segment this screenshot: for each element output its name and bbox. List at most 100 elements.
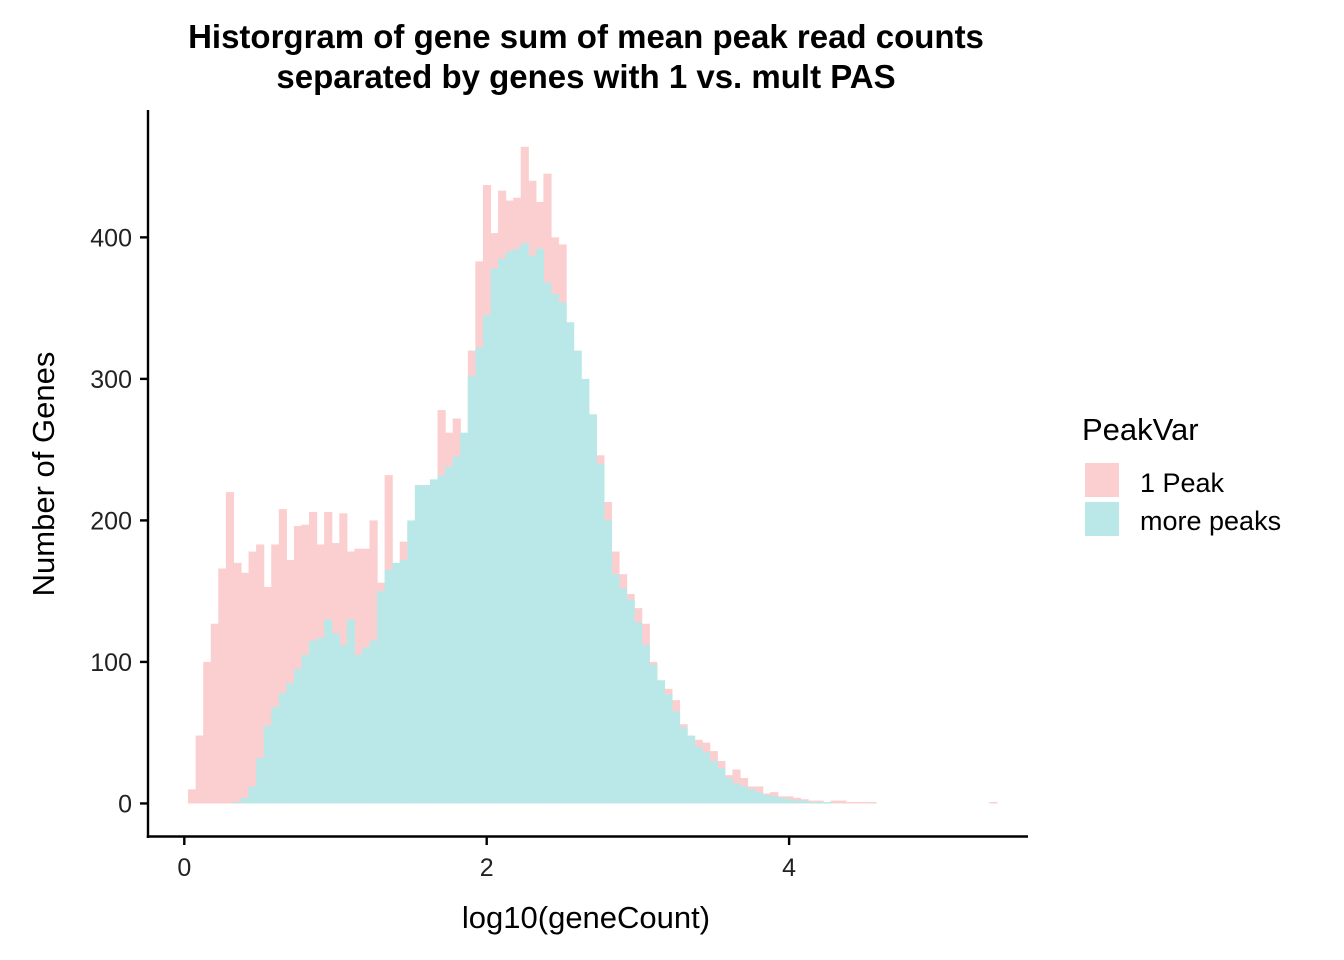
histogram-bar [513, 248, 522, 804]
histogram-bar [467, 376, 476, 804]
histogram-bar [868, 802, 877, 804]
histogram-bar [384, 569, 393, 804]
histogram-bar [218, 568, 227, 804]
histogram-bar [755, 792, 764, 804]
histogram-bar [785, 799, 794, 804]
histogram-bar [709, 760, 718, 804]
x-tick-label: 0 [177, 854, 191, 882]
histogram-bar [739, 786, 749, 804]
histogram-bar [248, 786, 257, 804]
histogram-bar [233, 562, 242, 804]
histogram-bar [354, 654, 363, 804]
histogram-bar [293, 526, 303, 804]
histogram-bar [263, 725, 272, 804]
histogram-bar [286, 560, 295, 804]
series-more-peaks [233, 243, 832, 804]
y-tick-label: 100 [90, 649, 132, 677]
histogram-bar [377, 591, 386, 804]
histogram-bar [989, 802, 998, 804]
histogram-bar [815, 802, 824, 804]
histogram-bar [770, 796, 779, 804]
histogram-bar [845, 802, 854, 804]
histogram-bar [777, 797, 786, 804]
histogram-bar [498, 258, 507, 804]
histogram-bar [301, 654, 310, 804]
histogram-bar [429, 479, 439, 804]
histogram-bar [520, 243, 529, 804]
bars-layer [188, 146, 998, 804]
histogram-bar [225, 492, 235, 804]
histogram-bar [550, 293, 560, 804]
legend-key-1-peak [1085, 463, 1119, 497]
histogram-bar [619, 588, 628, 804]
y-axis-ticks: 0 100 200 300 400 [90, 224, 148, 818]
histogram-bar [233, 802, 242, 804]
histogram-bar [634, 622, 643, 804]
histogram-bar [815, 800, 824, 804]
histogram-bar [414, 485, 424, 804]
y-tick-label: 0 [118, 790, 132, 818]
histogram-bar [702, 752, 711, 804]
histogram-bar [664, 694, 673, 804]
histogram-bar [808, 800, 817, 804]
histogram-bar [240, 572, 250, 804]
histogram-bar [309, 640, 318, 804]
histogram-bar [203, 661, 212, 804]
histogram-bar [278, 693, 287, 804]
histogram-bar [256, 758, 265, 804]
legend: PeakVar 1 Peak more peaks [1082, 412, 1281, 536]
histogram-bar [830, 800, 839, 804]
chart-title: Historgram of gene sum of mean peak read… [188, 18, 984, 95]
histogram-bar [248, 551, 257, 804]
histogram-bar [460, 432, 469, 804]
histogram-bar [505, 251, 514, 804]
histogram-bar [475, 347, 484, 804]
histogram-bar [732, 783, 741, 804]
histogram-bar [724, 777, 733, 804]
legend-title: PeakVar [1082, 412, 1199, 447]
histogram-bar [649, 664, 658, 804]
histogram-bar [210, 623, 219, 804]
histogram-bar [747, 789, 756, 804]
histogram-bar [407, 520, 416, 804]
histogram-bar [641, 644, 650, 804]
x-axis-title: log10(geneCount) [462, 900, 710, 935]
histogram-bar [422, 485, 431, 804]
y-axis-title: Number of Genes [26, 352, 61, 597]
histogram-bar [392, 562, 401, 804]
histogram-bar [762, 794, 771, 804]
histogram-bar [823, 802, 832, 804]
histogram-bar [293, 669, 303, 804]
histogram-bar [271, 707, 280, 804]
x-tick-label: 2 [480, 854, 494, 882]
histogram-bar [838, 800, 847, 804]
histogram-bar [717, 768, 726, 804]
histogram-bar [626, 599, 635, 804]
histogram-bar [339, 644, 348, 804]
histogram-bar [346, 619, 355, 804]
histogram-bar [324, 619, 333, 804]
histogram-bar [656, 680, 665, 804]
legend-label-1-peak: 1 Peak [1140, 468, 1225, 498]
histogram-bar [860, 802, 870, 804]
histogram-bar [535, 248, 544, 804]
y-tick-label: 300 [90, 366, 132, 394]
histogram-bar [271, 544, 280, 804]
y-tick-label: 200 [90, 507, 132, 535]
histogram-bar [792, 800, 802, 804]
histogram-bar [331, 633, 340, 804]
histogram-bar [263, 586, 272, 804]
histogram-bar [543, 282, 552, 804]
histogram-bar [679, 727, 688, 804]
histogram-bar [808, 802, 817, 804]
histogram-bar [566, 322, 575, 804]
histogram-bar [195, 735, 204, 804]
histogram-bar [558, 302, 567, 804]
x-axis-ticks: 0 2 4 [177, 836, 796, 882]
histogram-bar [671, 711, 681, 804]
histogram-bar [369, 640, 378, 804]
histogram-bar [596, 463, 605, 804]
histogram-bar [482, 315, 492, 804]
histogram-bar [573, 350, 582, 804]
histogram-bar [490, 268, 499, 804]
